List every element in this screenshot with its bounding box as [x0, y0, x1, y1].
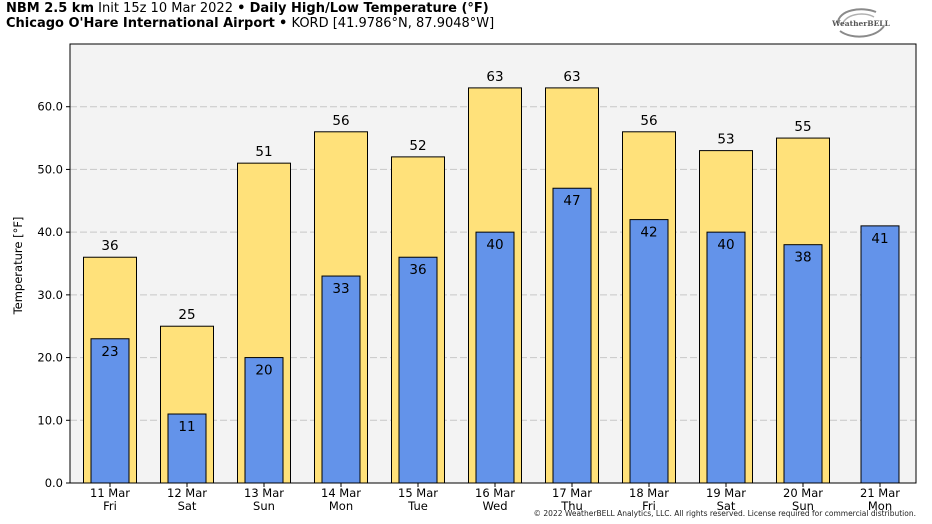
low-temp-label: 11 — [178, 419, 195, 435]
low-temp-bar — [475, 231, 515, 484]
x-tick-weekday: Sun — [792, 499, 814, 513]
x-tick-date: 17 Mar — [552, 486, 592, 500]
x-tick-date: 19 Mar — [706, 486, 746, 500]
chart-title-line-1: NBM 2.5 km Init 15z 10 Mar 2022 • Daily … — [6, 1, 489, 17]
low-temp-label: 23 — [101, 344, 118, 360]
copyright-notice: © 2022 WeatherBELL Analytics, LLC. All r… — [533, 509, 916, 518]
high-temp-label: 55 — [794, 119, 811, 135]
low-temp-label: 41 — [871, 231, 888, 247]
x-tick-weekday: Tue — [407, 499, 428, 513]
y-tick-label: 30.0 — [37, 288, 63, 302]
low-temp-bar — [629, 219, 669, 484]
high-temp-label: 56 — [640, 113, 657, 129]
y-tick-label: 40.0 — [37, 225, 63, 239]
y-tick-label: 50.0 — [37, 162, 63, 176]
low-temp-label: 20 — [255, 363, 272, 379]
x-tick-weekday: Sun — [253, 499, 275, 513]
low-temp-label: 36 — [409, 262, 426, 278]
logo-text: WeatherBELL — [832, 19, 890, 28]
high-temp-label: 25 — [178, 307, 195, 323]
low-temp-label: 47 — [563, 193, 580, 209]
high-temp-label: 36 — [101, 238, 118, 254]
y-tick-label: 20.0 — [37, 351, 63, 365]
low-temp-bar — [244, 357, 284, 484]
x-tick-weekday: Wed — [482, 499, 507, 513]
x-tick-weekday: Mon — [329, 499, 353, 513]
chart-title-line-2: Chicago O'Hare International Airport • K… — [6, 16, 494, 32]
high-temp-label: 51 — [255, 144, 272, 160]
high-temp-label: 56 — [332, 113, 349, 129]
high-temp-label: 52 — [409, 138, 426, 154]
low-temp-label: 42 — [640, 225, 657, 241]
x-tick-date: 21 Mar — [860, 486, 900, 500]
init-time: Init 15z 10 Mar 2022 — [98, 1, 233, 16]
low-temp-label: 40 — [486, 237, 503, 253]
low-temp-bar — [321, 275, 361, 484]
high-temp-label: 63 — [563, 69, 580, 85]
x-tick-date: 11 Mar — [90, 486, 130, 500]
y-tick-label: 0.0 — [45, 476, 63, 490]
weatherbell-logo: WeatherBELL — [831, 4, 891, 42]
x-tick-weekday: Fri — [642, 499, 656, 513]
x-tick-weekday: Thu — [560, 499, 583, 513]
x-tick-date: 14 Mar — [321, 486, 361, 500]
title-separator: • — [279, 16, 288, 31]
low-temp-bar — [783, 244, 823, 484]
low-temp-label: 33 — [332, 281, 349, 297]
low-temp-label: 40 — [717, 237, 734, 253]
title-separator: • — [237, 1, 246, 16]
x-tick-weekday: Sat — [717, 499, 736, 513]
x-tick-date: 16 Mar — [475, 486, 515, 500]
model-name: NBM 2.5 km — [6, 1, 94, 16]
y-tick-label: 10.0 — [37, 413, 63, 427]
x-tick-date: 12 Mar — [167, 486, 207, 500]
x-tick-weekday: Mon — [868, 499, 892, 513]
low-temp-bar — [552, 187, 592, 484]
bars: 36 23 25 11 51 20 56 33 52 36 63 40 63 47 56 42 53 40 55 38… — [83, 69, 900, 484]
low-temp-bar — [90, 338, 130, 484]
low-temp-label: 38 — [794, 250, 811, 266]
high-temp-label: 53 — [717, 132, 734, 148]
low-temp-bar — [398, 256, 438, 484]
product-name: Daily High/Low Temperature (°F) — [249, 1, 489, 16]
x-tick-weekday: Fri — [103, 499, 117, 513]
station-coordinates: KORD [41.9786°N, 87.9048°W] — [291, 16, 495, 31]
high-temp-label: 63 — [486, 69, 503, 85]
y-tick-label: 60.0 — [37, 100, 63, 114]
y-axis-label: Temperature [°F] — [11, 217, 25, 316]
y-axis-ticks: 0.0 10.0 20.0 30.0 40.0 50.0 60.0 — [37, 100, 70, 490]
x-tick-date: 20 Mar — [783, 486, 823, 500]
plot-frame — [69, 43, 917, 484]
low-temp-bar — [860, 225, 900, 484]
x-tick-date: 18 Mar — [629, 486, 669, 500]
low-temp-bar — [706, 231, 746, 484]
x-tick-weekday: Sat — [178, 499, 197, 513]
x-tick-date: 13 Mar — [244, 486, 284, 500]
x-tick-date: 15 Mar — [398, 486, 438, 500]
station-name: Chicago O'Hare International Airport — [6, 16, 275, 31]
